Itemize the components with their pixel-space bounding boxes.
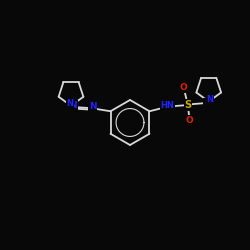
Text: N: N [66, 99, 73, 108]
Text: O: O [180, 83, 187, 92]
Text: N: N [204, 98, 211, 107]
Text: HN: HN [160, 101, 174, 110]
Text: N: N [206, 95, 214, 104]
Text: S: S [184, 100, 192, 110]
Text: N: N [69, 101, 77, 110]
Text: N: N [89, 102, 96, 111]
Text: O: O [185, 116, 193, 125]
